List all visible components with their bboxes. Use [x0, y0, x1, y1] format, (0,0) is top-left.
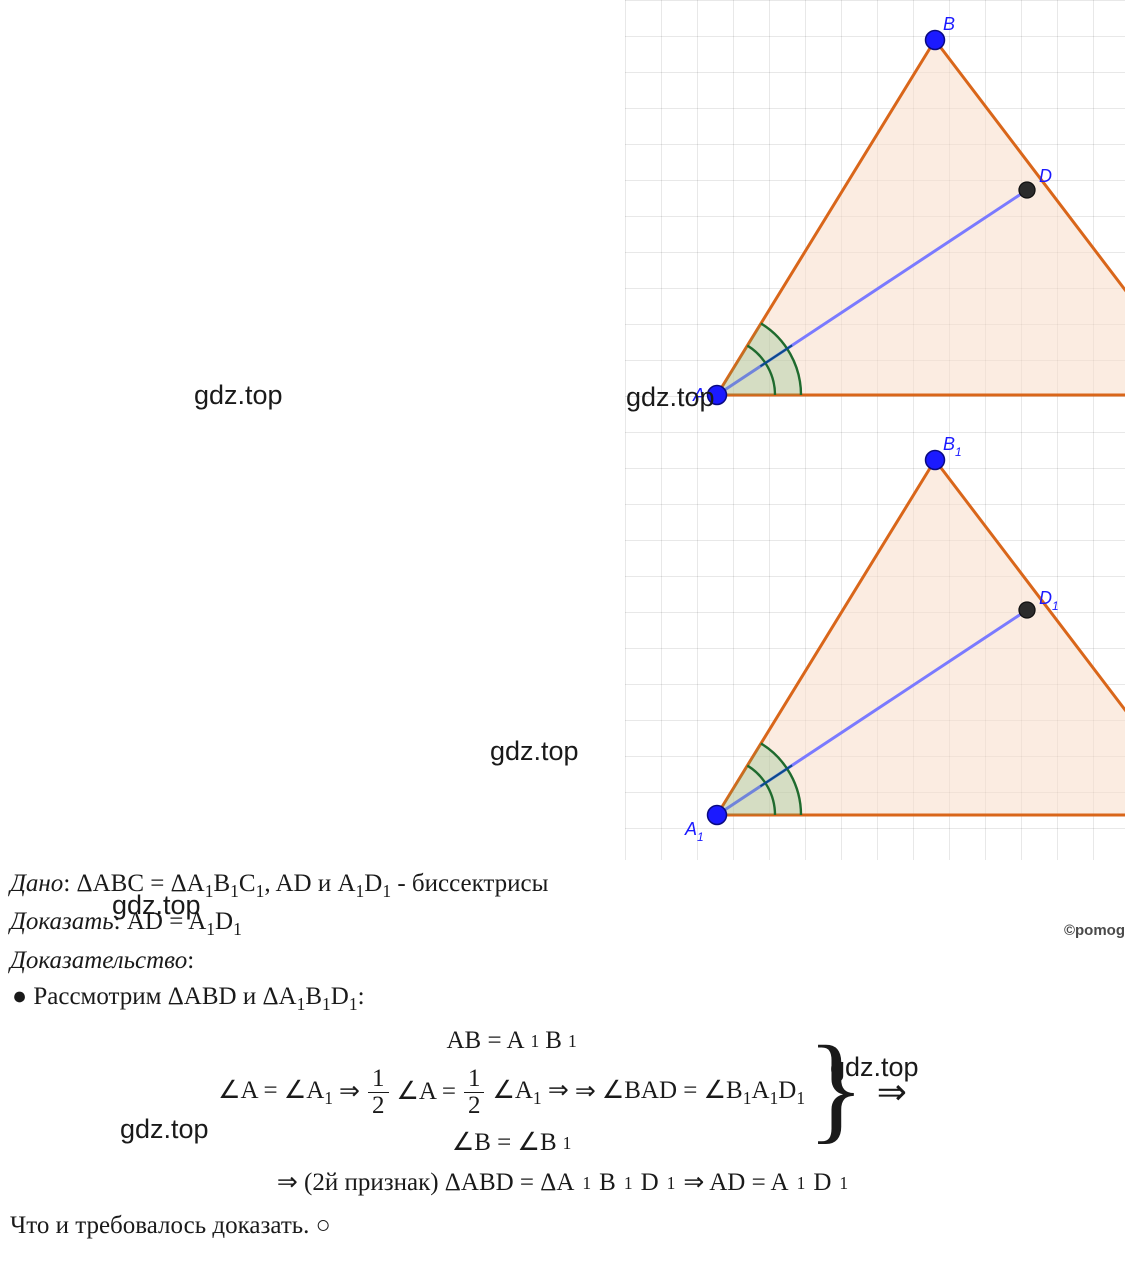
frac-num: 1 — [464, 1066, 485, 1093]
page-container: ABCDA1B1C1D1 ©pomog Дано: ΔABC = ΔA1B1C1… — [0, 0, 1125, 1256]
given-line: Дано: ΔABC = ΔA1B1C1, AD и A1D1 - биссек… — [10, 866, 1115, 904]
svg-text:B: B — [943, 14, 955, 34]
system-arrow-icon: ⇒ — [877, 1066, 907, 1118]
arrow-icon: ⇒ — [575, 1074, 596, 1110]
frac-den: 2 — [368, 1093, 389, 1119]
prove-line: Доказать: AD = A1D1 — [10, 904, 1115, 942]
frac-num: 1 — [368, 1066, 389, 1093]
system-row-1: AB = A1B1 — [447, 1023, 577, 1059]
fraction-half-1: 1 2 — [368, 1066, 389, 1120]
system-row-3: ∠B = ∠B1 — [452, 1125, 572, 1161]
given-body: ΔABC = ΔA1B1C1, AD и A1D1 - биссектрисы — [77, 870, 549, 897]
math-conclusion: ⇒ (2й признак) ΔABD = ΔA1B1D1 ⇒ AD = A1D… — [10, 1165, 1115, 1201]
system-brace-icon: } — [807, 1039, 865, 1137]
proof-text-block: Дано: ΔABC = ΔA1B1C1, AD и A1D1 - биссек… — [0, 860, 1125, 1256]
geometry-svg: ABCDA1B1C1D1 — [625, 0, 1125, 860]
svg-text:D: D — [1039, 166, 1052, 186]
watermark-text: gdz.top — [194, 380, 283, 411]
prove-label: Доказать — [10, 908, 114, 935]
proof-step-1: ● Рассмотрим ΔABD и ΔA1B1D1: — [12, 979, 1115, 1017]
given-label: Дано — [10, 870, 63, 897]
frac-den: 2 — [464, 1093, 485, 1119]
fraction-half-2: 1 2 — [464, 1066, 485, 1120]
svg-text:A1: A1 — [684, 819, 704, 844]
math-system: AB = A1B1 ∠A = ∠A1 ⇒ 1 2 ∠A = 1 2 ∠A1 ⇒ … — [10, 1023, 1115, 1161]
svg-text:B1: B1 — [943, 434, 962, 459]
svg-text:A: A — [692, 385, 705, 405]
watermark-text: gdz.top — [490, 736, 579, 767]
geometry-diagram: ABCDA1B1C1D1 — [625, 0, 1125, 860]
prove-body: AD = A1D1 — [127, 908, 242, 935]
qed-line: Что и требовалось доказать. ○ — [10, 1208, 1115, 1244]
math-system-rows: AB = A1B1 ∠A = ∠A1 ⇒ 1 2 ∠A = 1 2 ∠A1 ⇒ … — [218, 1023, 805, 1161]
proof-label-line: Доказательство: — [10, 943, 1115, 979]
arrow-icon: ⇒ — [339, 1074, 360, 1110]
system-row-2: ∠A = ∠A1 ⇒ 1 2 ∠A = 1 2 ∠A1 ⇒ ⇒ ∠BAD = ∠… — [218, 1066, 805, 1120]
proof-label: Доказательство — [10, 947, 187, 974]
